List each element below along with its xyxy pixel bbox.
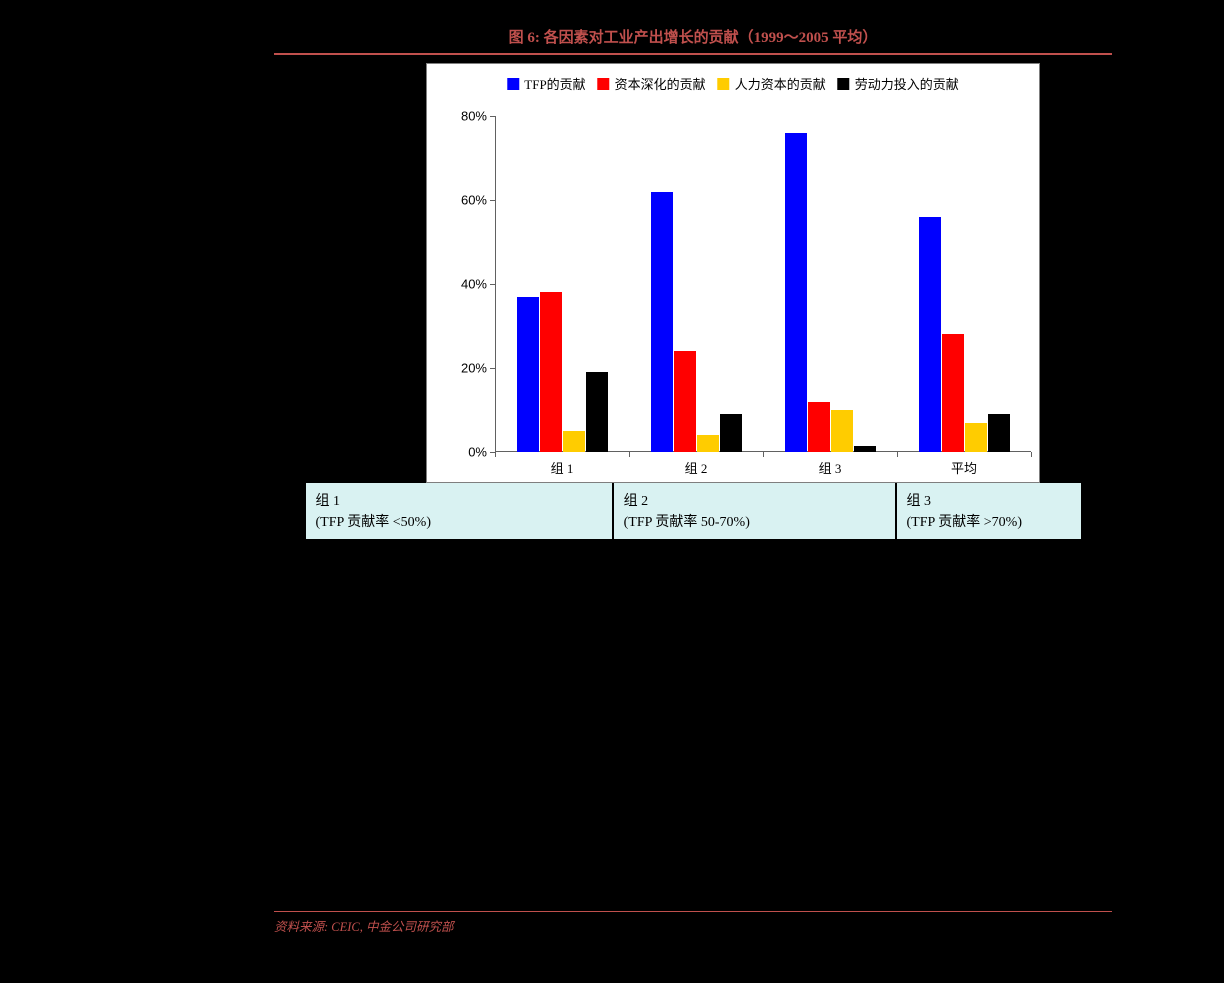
bar: [988, 414, 1010, 452]
legend-item: 劳动力投入的贡献: [838, 74, 959, 93]
group-cell-title: 组 3: [907, 491, 1071, 512]
legend-swatch: [507, 78, 519, 90]
group-cell: 组 1(TFP 贡献率 <50%): [306, 483, 612, 539]
category-group: 组 1: [495, 292, 629, 452]
title-rule: [274, 53, 1112, 55]
category-label: 组 1: [551, 452, 574, 477]
group-cell-desc: (TFP 贡献率 <50%): [316, 512, 602, 533]
source-text: 资料来源: CEIC, 中金公司研究部: [274, 912, 1112, 935]
bar: [854, 446, 876, 452]
category-label: 组 2: [685, 452, 708, 477]
bar: [586, 372, 608, 452]
x-tick-mark: [897, 452, 898, 457]
bar: [720, 414, 742, 452]
legend-label: TFP的贡献: [524, 74, 585, 93]
group-cell-title: 组 2: [624, 491, 885, 512]
category-group: 平均: [897, 217, 1031, 452]
bar-chart: TFP的贡献 资本深化的贡献 人力资本的贡献 劳动力投入的贡献 0%20%40%60%…: [426, 63, 1040, 483]
plot-area: 0%20%40%60%80%组 1组 2组 3平均: [495, 116, 1031, 452]
x-tick-mark: [495, 452, 496, 457]
legend-item: TFP的贡献: [507, 74, 585, 93]
bar: [831, 410, 853, 452]
y-tick-mark: [490, 116, 495, 117]
legend-swatch: [718, 78, 730, 90]
legend-swatch: [838, 78, 850, 90]
bar: [563, 431, 585, 452]
bar: [785, 133, 807, 452]
chart-title: 图 6: 各因素对工业产出增长的贡献（1999～2005 平均）: [274, 26, 1112, 53]
bar: [942, 334, 964, 452]
bar: [919, 217, 941, 452]
legend-label: 人力资本的贡献: [735, 74, 826, 93]
y-tick-mark: [490, 284, 495, 285]
legend-item: 资本深化的贡献: [598, 74, 706, 93]
legend-label: 资本深化的贡献: [615, 74, 706, 93]
bar: [674, 351, 696, 452]
bar: [517, 297, 539, 452]
legend-label: 劳动力投入的贡献: [855, 74, 959, 93]
legend-item: 人力资本的贡献: [718, 74, 826, 93]
legend-swatch: [598, 78, 610, 90]
x-tick-mark: [629, 452, 630, 457]
bar: [651, 192, 673, 452]
legend: TFP的贡献 资本深化的贡献 人力资本的贡献 劳动力投入的贡献: [507, 74, 958, 93]
group-cell: 组 2(TFP 贡献率 50-70%): [612, 483, 895, 539]
group-cell: 组 3(TFP 贡献率 >70%): [895, 483, 1081, 539]
bar: [697, 435, 719, 452]
group-cell-desc: (TFP 贡献率 >70%): [907, 512, 1071, 533]
bar: [540, 292, 562, 452]
x-tick-mark: [1031, 452, 1032, 457]
bar: [808, 402, 830, 452]
category-group: 组 3: [763, 133, 897, 452]
group-table: 组 1(TFP 贡献率 <50%)组 2(TFP 贡献率 50-70%)组 3(…: [304, 483, 1083, 541]
bar: [965, 423, 987, 452]
category-group: 组 2: [629, 192, 763, 452]
category-label: 平均: [951, 452, 977, 477]
group-cell-desc: (TFP 贡献率 50-70%): [624, 512, 885, 533]
category-label: 组 3: [819, 452, 842, 477]
group-cell-title: 组 1: [316, 491, 602, 512]
y-tick-mark: [490, 200, 495, 201]
x-tick-mark: [763, 452, 764, 457]
